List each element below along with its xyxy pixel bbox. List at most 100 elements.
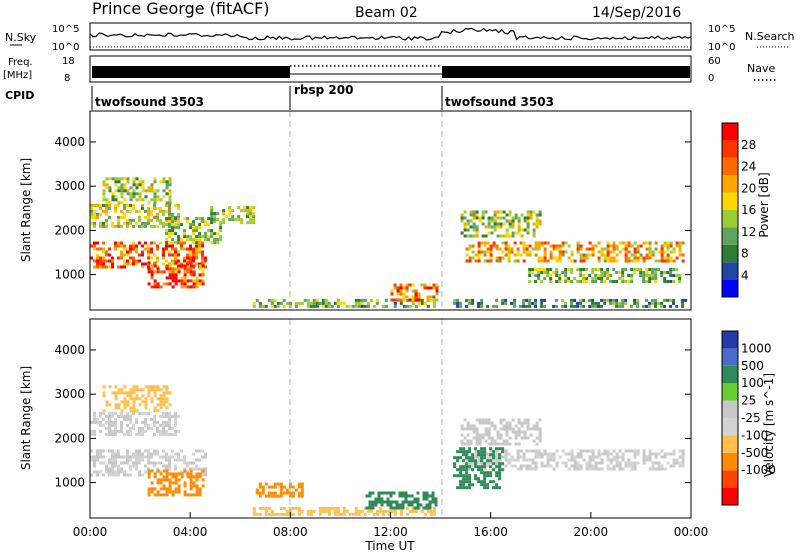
power-cb-seg-7	[722, 157, 738, 176]
velocity-cb-seg-9	[722, 331, 738, 349]
power-colorbar-label: Power [dB]	[757, 172, 771, 237]
freq-unit-label: [MHz]	[3, 70, 32, 81]
x-tick-label-2: 08:00	[273, 525, 308, 539]
power-cb-seg-0	[722, 279, 738, 297]
velocity-cb-seg-2	[722, 452, 738, 471]
velocity-cb-seg-3	[722, 435, 738, 453]
power-cb-tick-12: 12	[741, 225, 756, 239]
velocity-cb-seg-7	[722, 365, 738, 384]
velocity-cb-tick-2: 100	[741, 376, 764, 390]
power-cb-frame	[721, 122, 739, 298]
nsky-trace	[89, 27, 692, 41]
velocity-yticks-label-3000: 3000	[54, 387, 85, 401]
nave-tick-top: 60	[708, 56, 721, 67]
power-data-region-0	[90, 241, 207, 269]
cpid-segment-3: twofsound 3503	[445, 95, 554, 109]
power-data-region-4	[165, 217, 223, 245]
power-ylabel: Slant Range [km]	[19, 158, 33, 262]
power-data-region-9	[460, 210, 542, 238]
power-cb-tick-28: 28	[741, 138, 756, 152]
freq-label: Freq.	[8, 57, 33, 68]
velocity-cb-tick-5: -100	[741, 428, 768, 442]
power-data-region-8	[465, 241, 685, 263]
power-panel: 1000 2000 3000 4000 Slant Range [km] 4 8 12 16…	[19, 110, 771, 311]
date-title: 14/Sep/2016	[592, 5, 681, 21]
x-tick-label-1: 04:00	[173, 525, 208, 539]
velocity-data-region-2	[147, 469, 205, 497]
power-cb-seg-8	[722, 140, 738, 158]
velocity-cb-tick-0: 1000	[741, 341, 772, 355]
velocity-cb-frame	[721, 330, 739, 506]
velocity-yticks-label-4000: 4000	[54, 343, 85, 357]
velocity-yticks-label-1000: 1000	[54, 476, 85, 490]
power-data-region-1	[147, 261, 205, 289]
power-cb-seg-5	[722, 192, 738, 210]
velocity-colorbar: 1000 500 100 25 -25 -100 -500 -1000	[721, 330, 776, 506]
velocity-yticks-label-2000: 2000	[54, 431, 85, 445]
power-cb-seg-4	[722, 210, 738, 228]
nsky-tick-bottom: 10^0	[52, 42, 79, 53]
power-y-axis: 1000 2000 3000 4000	[54, 135, 691, 282]
beam-title: Beam 02	[355, 5, 418, 21]
velocity-cb-tick-3: 25	[741, 394, 756, 408]
freq-band-3	[442, 66, 690, 78]
power-cb-seg-9	[722, 123, 738, 141]
power-frame	[89, 110, 692, 311]
x-tick-label-0: 00:00	[73, 525, 108, 539]
power-cb-seg-6	[722, 175, 738, 193]
velocity-y-axis: 1000 2000 3000 4000	[54, 343, 691, 490]
power-data-region-5	[210, 206, 256, 225]
power-data-region-7	[390, 283, 439, 302]
velocity-data-region-4	[255, 482, 304, 498]
power-data-region-11	[453, 298, 688, 308]
x-tick-label-3: 12:00	[373, 525, 408, 539]
cpid-segment-2: rbsp 200	[294, 83, 353, 97]
power-yticks-label-2000: 2000	[54, 223, 85, 237]
nsearch-tick-bottom: 10^0	[708, 42, 735, 53]
velocity-data-region-8	[460, 418, 542, 446]
x-tick-label-6: 00:00	[674, 525, 709, 539]
power-cb-seg-2	[722, 244, 738, 263]
freq-tick-top: 18	[62, 56, 75, 67]
power-cb-tick-4: 4	[741, 268, 749, 282]
nsky-label: N.Sky	[5, 31, 37, 44]
freq-strip: Freq. [MHz] 18 8 60 0 Nave	[3, 55, 778, 84]
power-cb-tick-24: 24	[741, 160, 756, 174]
velocity-cb-seg-8	[722, 348, 738, 366]
velocity-data-region-6	[365, 491, 438, 510]
power-cb-seg-3	[722, 227, 738, 245]
x-tick-label-5: 20:00	[574, 525, 609, 539]
velocity-cb-tick-1: 500	[741, 359, 764, 373]
nsky-tick-top: 10^5	[52, 24, 79, 35]
nave-label: Nave	[747, 62, 775, 75]
power-cb-seg-1	[722, 262, 738, 280]
station-title: Prince George (fitACF)	[92, 0, 270, 18]
power-yticks-label-1000: 1000	[54, 268, 85, 282]
cpid-label: CPID	[5, 89, 34, 102]
velocity-data-region-3	[102, 385, 172, 413]
velocity-panel: 1000 2000 3000 4000 00:00 04:00 08:00 12:00 16:…	[19, 318, 776, 553]
power-cb-tick-8: 8	[741, 247, 749, 261]
velocity-echoes	[90, 385, 685, 516]
power-cb-tick-16: 16	[741, 203, 756, 217]
nsky-strip: N.Sky 10^5 10^0 10^5 10^0 N.Search	[5, 22, 795, 53]
nave-tick-bottom: 0	[708, 73, 714, 84]
nsearch-label: N.Search	[745, 30, 795, 43]
power-cb-tick-20: 20	[741, 181, 756, 195]
power-echoes	[90, 177, 688, 308]
velocity-colorbar-label: Velocity [m s^-1]	[762, 373, 776, 477]
nsearch-tick-top: 10^5	[708, 24, 735, 35]
cpid-segment-1: twofsound 3503	[95, 95, 204, 109]
velocity-data-region-5	[252, 506, 436, 516]
freq-tick-bottom: 8	[64, 73, 70, 84]
velocity-cb-tick-6: -500	[741, 446, 768, 460]
velocity-cb-seg-1	[722, 470, 738, 488]
freq-band-1	[92, 66, 290, 78]
velocity-data-region-1	[90, 411, 180, 436]
power-yticks-label-4000: 4000	[54, 135, 85, 149]
velocity-ylabel: Slant Range [km]	[19, 366, 33, 470]
power-data-region-10	[528, 268, 682, 283]
power-data-region-6	[252, 298, 436, 308]
cpid-strip: CPID twofsound 3503 rbsp 200 twofsound 3…	[5, 83, 554, 110]
